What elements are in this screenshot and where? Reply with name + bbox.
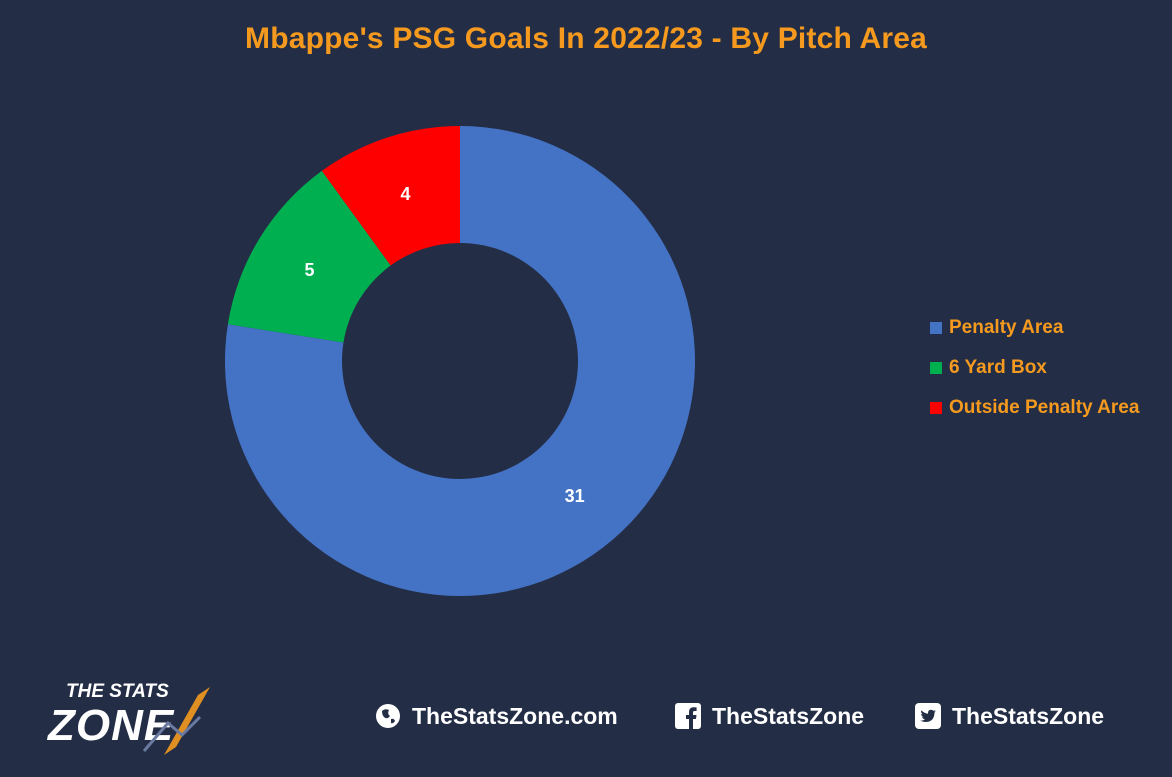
legend-item-outside-penalty-area: Outside Penalty Area bbox=[930, 388, 1139, 428]
legend-label: 6 Yard Box bbox=[949, 357, 1047, 378]
website-link[interactable]: TheStatsZone.com bbox=[374, 699, 618, 733]
slice-outside-penalty-area bbox=[321, 126, 460, 266]
stats-zone-logo: THE STATS ZONE bbox=[48, 677, 248, 757]
footer: THE STATS ZONE TheStatsZone.com TheStats… bbox=[0, 657, 1172, 777]
legend-swatch bbox=[930, 322, 942, 334]
legend-item-6-yard-box: 6 Yard Box bbox=[930, 348, 1139, 388]
legend-swatch bbox=[930, 362, 942, 374]
legend-item-penalty-area: Penalty Area bbox=[930, 308, 1139, 348]
slice-6-yard-box bbox=[227, 170, 391, 343]
logo-line1: THE STATS bbox=[66, 681, 169, 702]
chart-title: Mbappe's PSG Goals In 2022/23 - By Pitch… bbox=[245, 22, 927, 55]
legend-label: Outside Penalty Area bbox=[949, 397, 1140, 418]
globe-icon bbox=[376, 704, 400, 728]
facebook-link[interactable]: TheStatsZone bbox=[674, 699, 864, 733]
data-label: 31 bbox=[565, 486, 585, 506]
website-text: TheStatsZone.com bbox=[412, 702, 618, 729]
facebook-icon bbox=[675, 703, 701, 729]
data-label: 5 bbox=[305, 260, 315, 280]
data-label: 4 bbox=[400, 184, 410, 204]
donut-chart: 31 5 4 bbox=[224, 126, 696, 596]
chart-panel: Mbappe's PSG Goals In 2022/23 - By Pitch… bbox=[0, 0, 1172, 657]
twitter-link[interactable]: TheStatsZone bbox=[914, 699, 1104, 733]
facebook-text: TheStatsZone bbox=[712, 702, 865, 729]
twitter-text: TheStatsZone bbox=[952, 702, 1105, 729]
slice-penalty-area bbox=[224, 126, 696, 596]
legend-label: Penalty Area bbox=[949, 317, 1064, 338]
twitter-icon bbox=[915, 703, 941, 729]
legend-swatch bbox=[930, 402, 942, 414]
logo-stripe-icon bbox=[142, 687, 210, 755]
legend: Penalty Area 6 Yard Box Outside Penalty … bbox=[930, 308, 1139, 428]
